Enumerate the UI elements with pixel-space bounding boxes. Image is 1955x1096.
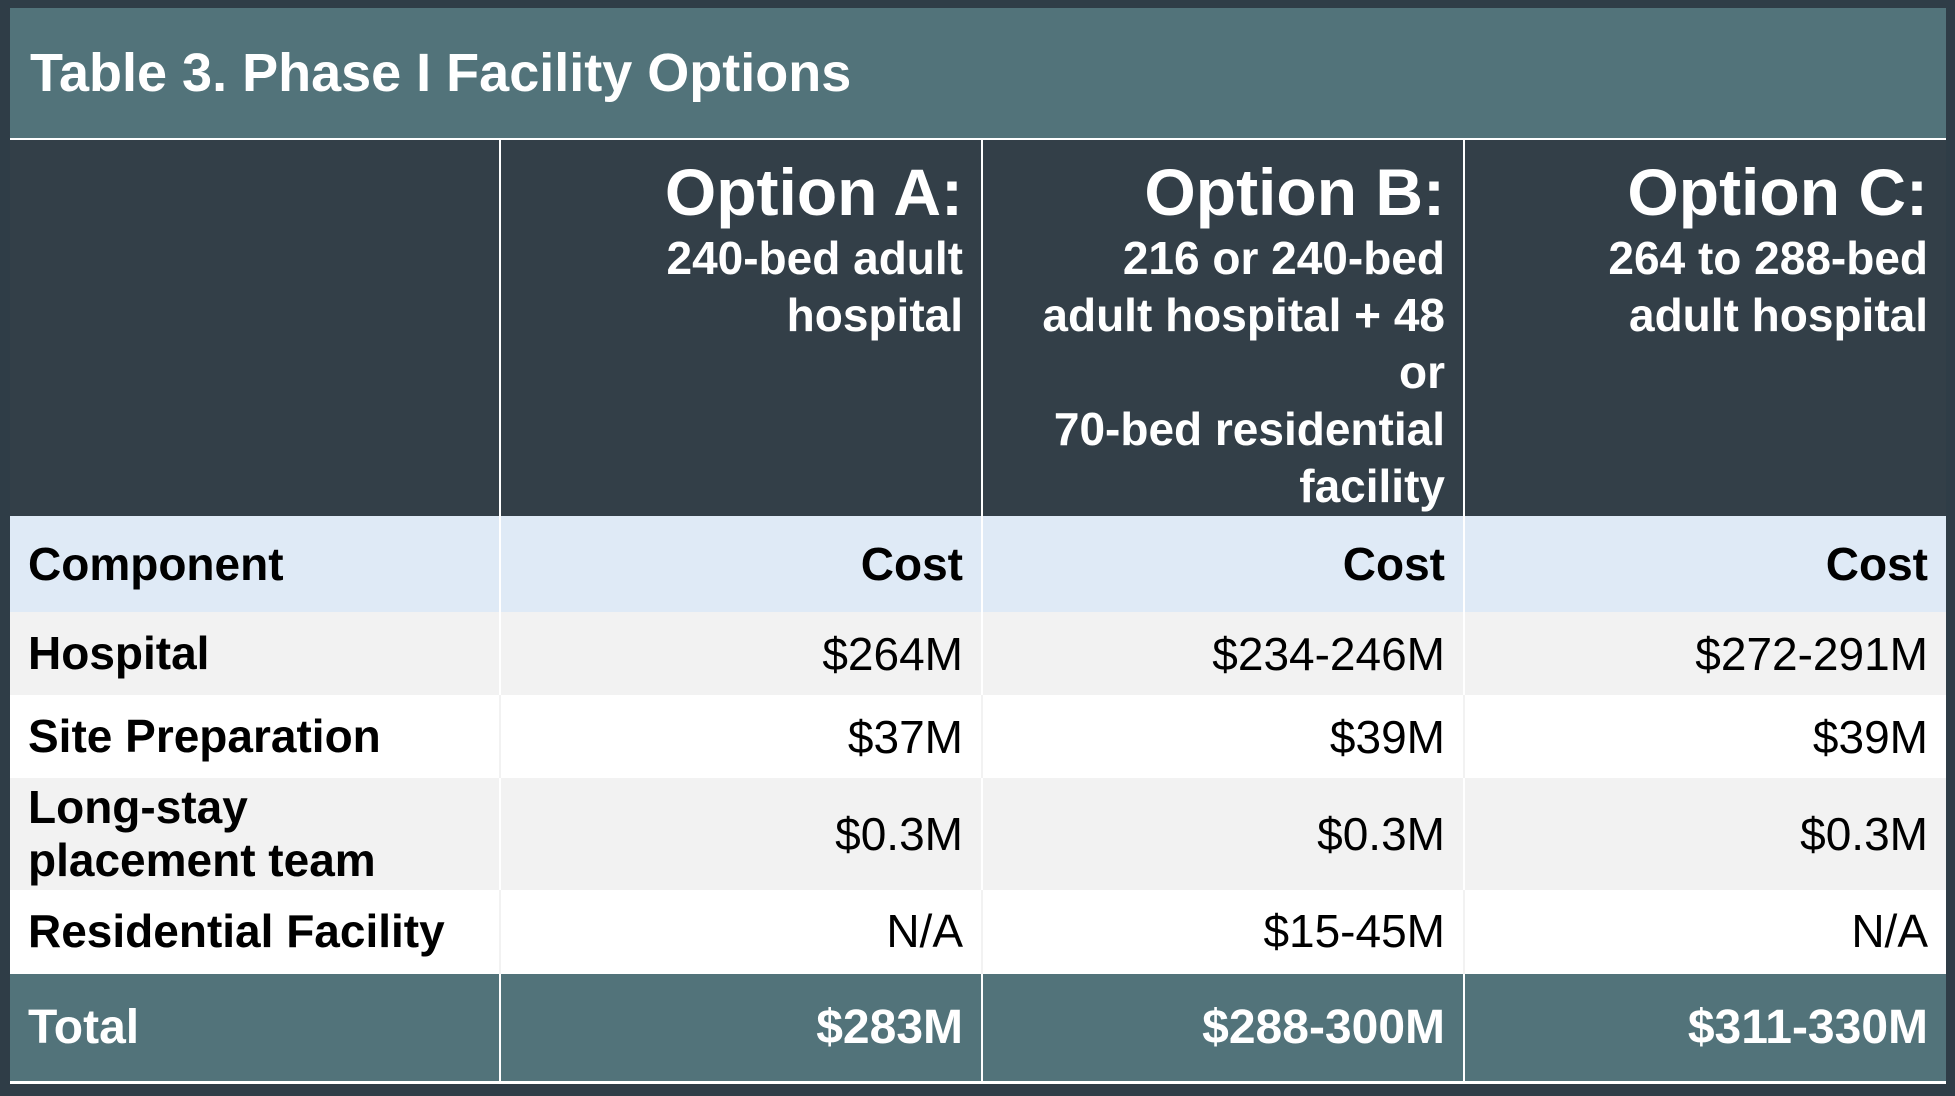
option-b-title: Option B: xyxy=(1144,155,1445,229)
table-title: Table 3. Phase I Facility Options xyxy=(10,8,1946,138)
row-label-long-stay: Long-stay placement team xyxy=(10,778,500,890)
cost-header-b: Cost xyxy=(981,516,1464,612)
total-label: Total xyxy=(10,972,500,1081)
table-row: Hospital $264M $234-246M $272-291M xyxy=(10,612,1946,695)
row-label-residential: Residential Facility xyxy=(10,890,500,973)
cell-residential-c: N/A xyxy=(1463,890,1946,973)
blank-corner-cell xyxy=(10,140,500,516)
cell-residential-a: N/A xyxy=(499,890,982,973)
cell-long-stay-c: $0.3M xyxy=(1463,778,1946,890)
facility-options-table: Option A: 240-bed adult hospital Option … xyxy=(10,140,1946,1081)
option-b-description: 216 or 240-bed adult hospital + 48 or 70… xyxy=(1042,232,1445,512)
table-sheet: Table 3. Phase I Facility Options Option… xyxy=(10,8,1946,1084)
cell-hospital-b: $234-246M xyxy=(981,612,1464,695)
row-label-site-preparation: Site Preparation xyxy=(10,695,500,778)
cost-header-c: Cost xyxy=(1463,516,1946,612)
cell-hospital-a: $264M xyxy=(499,612,982,695)
cell-site-a: $37M xyxy=(499,695,982,778)
option-c-title: Option C: xyxy=(1627,155,1928,229)
total-c: $311-330M xyxy=(1463,972,1946,1081)
option-b-header: Option B: 216 or 240-bed adult hospital … xyxy=(981,140,1464,516)
cell-long-stay-b: $0.3M xyxy=(981,778,1464,890)
total-b: $288-300M xyxy=(981,972,1464,1081)
option-a-header: Option A: 240-bed adult hospital xyxy=(499,140,982,516)
option-c-header: Option C: 264 to 288-bed adult hospital xyxy=(1463,140,1946,516)
option-c-description: 264 to 288-bed adult hospital xyxy=(1608,232,1928,341)
cell-long-stay-a: $0.3M xyxy=(499,778,982,890)
total-a: $283M xyxy=(499,972,982,1081)
cell-site-b: $39M xyxy=(981,695,1464,778)
cell-site-c: $39M xyxy=(1463,695,1946,778)
table-row: Long-stay placement team $0.3M $0.3M $0.… xyxy=(10,778,1946,890)
table-row: Residential Facility N/A $15-45M N/A xyxy=(10,890,1946,973)
total-row: Total $283M $288-300M $311-330M xyxy=(10,972,1946,1081)
row-label-hospital: Hospital xyxy=(10,612,500,695)
option-a-description: 240-bed adult hospital xyxy=(666,232,963,341)
option-a-title: Option A: xyxy=(664,155,963,229)
column-header-row: Component Cost Cost Cost xyxy=(10,516,1946,612)
option-header-row: Option A: 240-bed adult hospital Option … xyxy=(10,140,1946,516)
table-row: Site Preparation $37M $39M $39M xyxy=(10,695,1946,778)
cell-residential-b: $15-45M xyxy=(981,890,1464,973)
cost-header-a: Cost xyxy=(499,516,982,612)
cell-hospital-c: $272-291M xyxy=(1463,612,1946,695)
component-header: Component xyxy=(10,516,500,612)
